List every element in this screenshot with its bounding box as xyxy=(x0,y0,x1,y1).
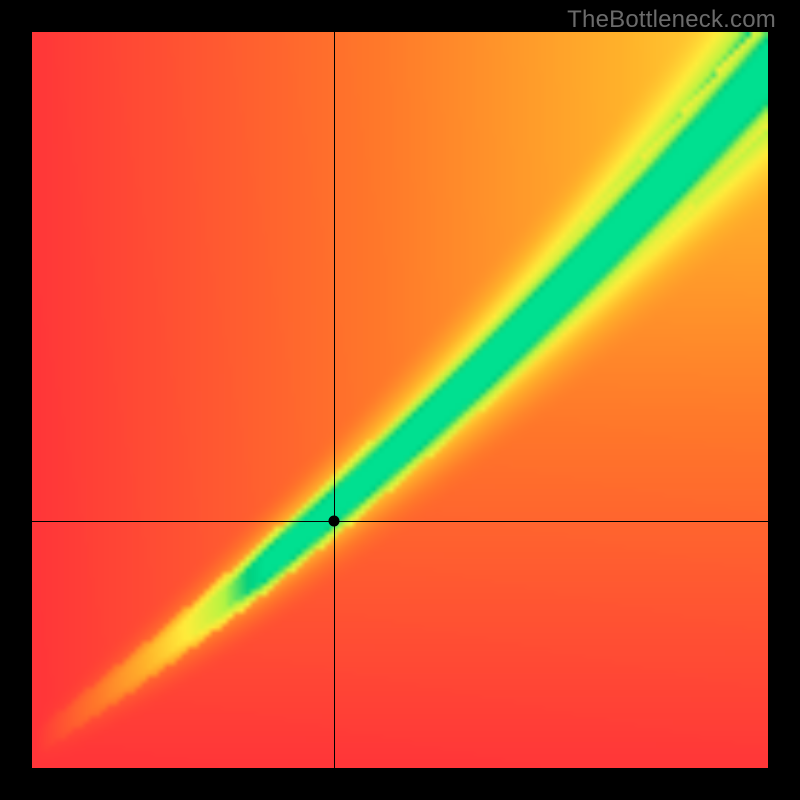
bottleneck-heatmap xyxy=(32,32,768,768)
crosshair-marker xyxy=(328,516,339,527)
crosshair-vertical xyxy=(334,32,335,768)
heatmap-canvas xyxy=(32,32,768,768)
crosshair-horizontal xyxy=(32,521,768,522)
watermark-text: TheBottleneck.com xyxy=(567,6,776,34)
